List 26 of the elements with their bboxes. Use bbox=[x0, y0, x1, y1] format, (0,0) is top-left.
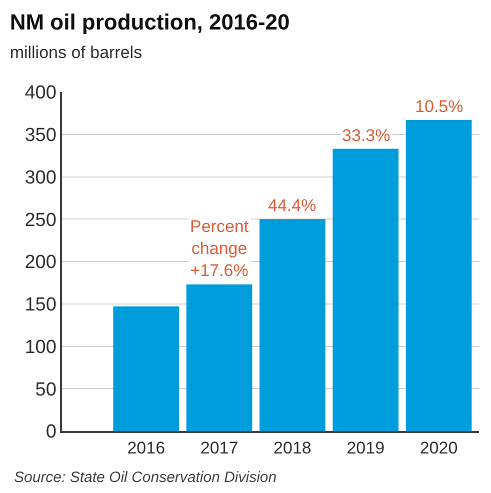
source-note: Source: State Oil Conservation Division bbox=[14, 469, 277, 486]
annotation: 44.4% bbox=[268, 196, 316, 215]
annotation: 33.3% bbox=[342, 126, 390, 145]
x-tick-label: 2020 bbox=[420, 438, 458, 458]
x-tick-label: 2016 bbox=[127, 438, 166, 458]
y-tick-label: 350 bbox=[24, 125, 56, 146]
bar bbox=[332, 148, 399, 431]
y-tick-label: 250 bbox=[24, 210, 56, 231]
y-tick-label: 200 bbox=[24, 252, 56, 274]
y-tick-label: 50 bbox=[35, 379, 56, 400]
bar bbox=[113, 306, 180, 431]
x-tick-label: 2019 bbox=[346, 438, 385, 458]
annotation: Percent change +17.6% bbox=[190, 217, 249, 280]
x-tick-label: 2018 bbox=[274, 438, 312, 458]
y-tick-label: 400 bbox=[24, 82, 56, 104]
annotation: 10.5% bbox=[415, 97, 464, 116]
y-tick-label: 300 bbox=[24, 167, 56, 188]
chart-title: NM oil production, 2016-20 bbox=[10, 10, 290, 35]
y-tick-label: 0 bbox=[46, 422, 56, 443]
y-tick-label: 150 bbox=[24, 294, 56, 316]
bar bbox=[186, 284, 252, 431]
bar bbox=[406, 120, 472, 431]
chart-subtitle: millions of barrels bbox=[10, 43, 142, 62]
y-tick-label: 100 bbox=[24, 336, 56, 358]
x-tick-label: 2017 bbox=[200, 438, 238, 458]
bar bbox=[260, 219, 326, 431]
